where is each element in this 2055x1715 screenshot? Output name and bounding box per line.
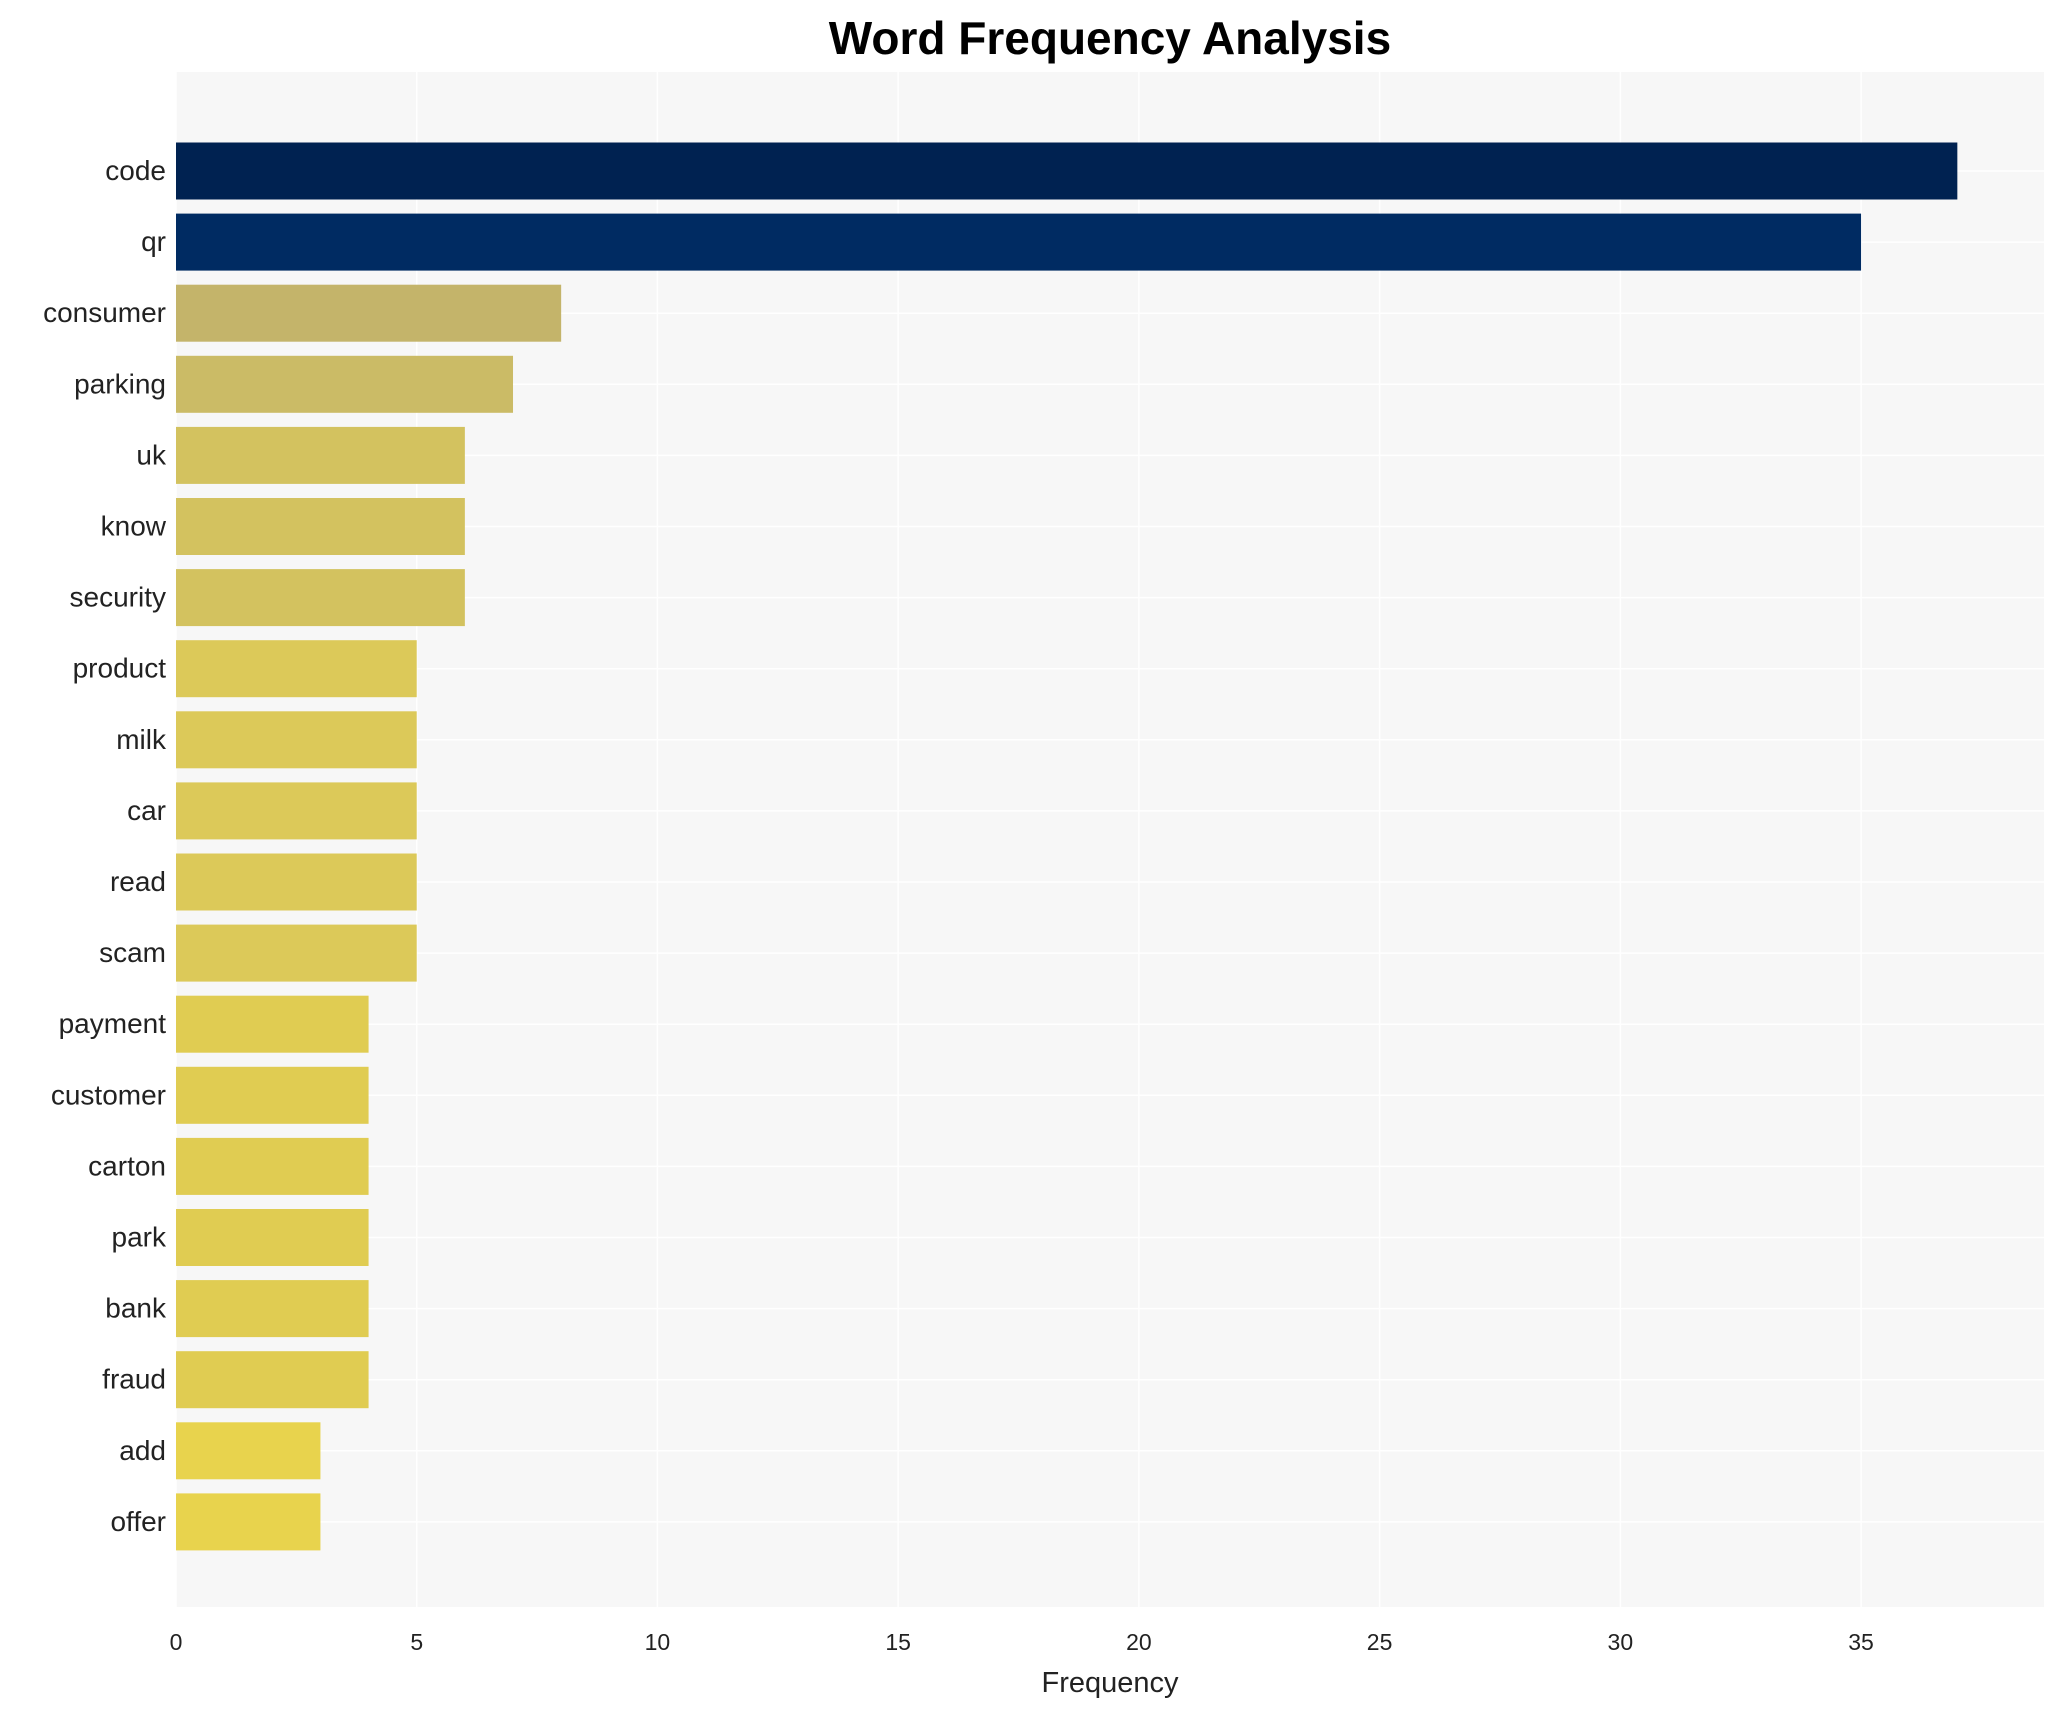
y-tick-label: milk: [116, 724, 167, 755]
bar-parking: [176, 355, 514, 413]
bar-code: [176, 142, 1958, 200]
y-tick-label: product: [73, 653, 167, 684]
y-tick-label: fraud: [102, 1364, 166, 1395]
x-tick-label: 10: [645, 1629, 671, 1655]
bar-payment: [176, 995, 369, 1053]
bar-park: [176, 1209, 369, 1266]
x-tick-label: 5: [410, 1629, 423, 1655]
bar-offer: [176, 1493, 321, 1551]
bar-milk: [176, 711, 417, 769]
bar-uk: [176, 426, 465, 484]
bar-know: [176, 498, 465, 555]
y-tick-label: bank: [105, 1293, 167, 1324]
bar-bank: [176, 1280, 369, 1338]
y-tick-label: code: [105, 155, 166, 186]
y-tick-label: carton: [88, 1150, 166, 1181]
y-tick-label: security: [70, 582, 166, 613]
bar-car: [176, 782, 417, 840]
bar-consumer: [176, 284, 562, 342]
y-tick-label: scam: [99, 937, 166, 968]
x-tick-label: 0: [170, 1629, 183, 1655]
y-tick-label: payment: [59, 1008, 167, 1039]
bar-fraud: [176, 1351, 369, 1409]
y-tick-label: qr: [141, 226, 166, 257]
x-tick-label: 25: [1367, 1629, 1393, 1655]
bar-customer: [176, 1066, 369, 1124]
bar-add: [176, 1422, 321, 1480]
bar-scam: [176, 924, 417, 982]
y-tick-label: uk: [136, 439, 167, 470]
y-tick-label: know: [101, 511, 167, 542]
bar-product: [176, 640, 417, 698]
y-tick-label: car: [127, 795, 166, 826]
y-tick-label: offer: [110, 1506, 166, 1537]
y-tick-label: consumer: [43, 297, 166, 328]
x-tick-label: 15: [885, 1629, 911, 1655]
x-tick-label: 20: [1126, 1629, 1152, 1655]
chart-title: Word Frequency Analysis: [829, 12, 1391, 64]
bar-security: [176, 569, 465, 627]
x-tick-label: 35: [1848, 1629, 1874, 1655]
y-tick-label: park: [112, 1222, 167, 1253]
x-axis-label: Frequency: [1041, 1667, 1179, 1699]
y-tick-label: customer: [51, 1079, 166, 1110]
y-tick-label: add: [119, 1435, 166, 1466]
bar-qr: [176, 213, 1862, 271]
bar-read: [176, 853, 417, 911]
bar-carton: [176, 1137, 369, 1195]
y-tick-label: read: [110, 866, 166, 897]
y-tick-label: parking: [74, 368, 166, 399]
x-tick-label: 30: [1608, 1629, 1634, 1655]
